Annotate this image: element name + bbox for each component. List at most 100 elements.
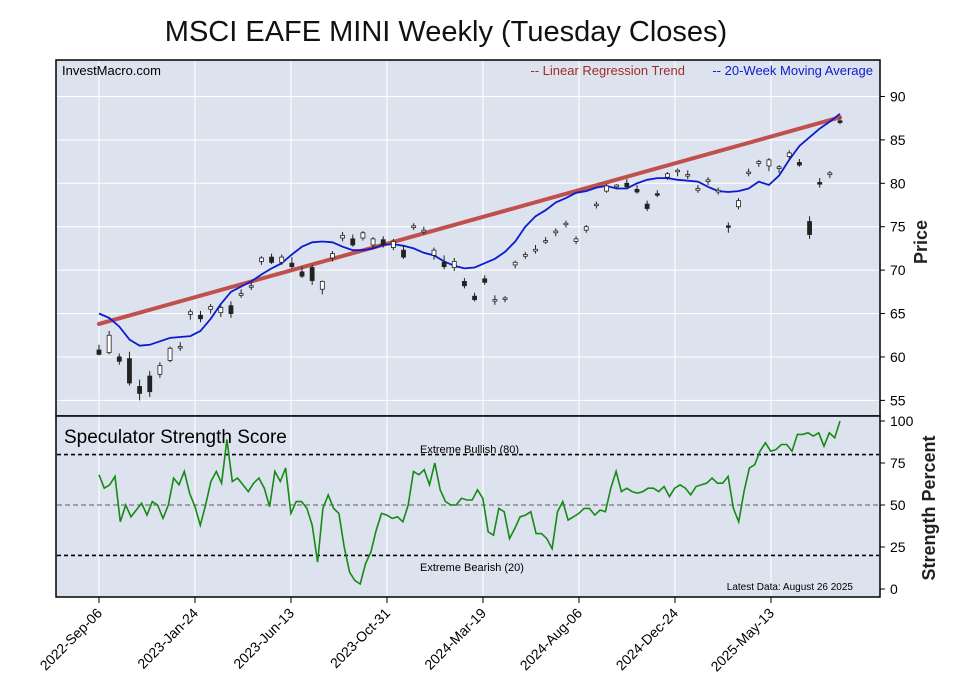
candle-body — [380, 239, 386, 246]
strength-tick-label: 50 — [890, 497, 906, 513]
candle — [634, 185, 640, 194]
candle — [330, 251, 335, 262]
candle — [127, 351, 132, 386]
candle-body — [796, 162, 802, 166]
candle — [157, 362, 163, 378]
candle-body — [593, 203, 599, 207]
x-tick-label: 2025-May-13 — [707, 605, 777, 675]
candle-body — [177, 346, 183, 349]
candle-body — [776, 166, 782, 169]
strength-axis-title: Strength Percent — [919, 435, 939, 580]
candle — [401, 244, 406, 259]
candle-body — [370, 238, 376, 246]
source-label: InvestMacro.com — [62, 63, 161, 78]
candle-body — [746, 171, 752, 174]
candle — [441, 255, 447, 270]
candle-body — [411, 225, 417, 228]
candle — [685, 170, 691, 179]
candle — [228, 301, 234, 318]
price-tick-label: 80 — [890, 175, 906, 191]
strength-tick-label: 100 — [890, 413, 914, 429]
candle — [472, 292, 477, 302]
candle — [279, 254, 285, 265]
candle — [512, 260, 518, 269]
strength-group — [98, 420, 841, 586]
candle — [187, 309, 193, 320]
candle — [299, 266, 305, 278]
candle — [218, 304, 224, 318]
candle-body — [665, 173, 670, 178]
price-tick-label: 70 — [890, 262, 906, 278]
candle-body — [127, 358, 132, 384]
candle — [573, 236, 579, 245]
candle-body — [482, 278, 488, 283]
candle — [380, 236, 386, 248]
candle-body — [512, 261, 518, 266]
candle — [563, 220, 569, 228]
candle-body — [573, 238, 579, 242]
candle — [248, 282, 254, 291]
candle — [604, 184, 609, 193]
candles — [96, 117, 843, 401]
candle — [827, 171, 833, 179]
candle-body — [248, 285, 254, 288]
price-tick-label: 55 — [890, 392, 906, 408]
candle-body — [614, 184, 620, 188]
candle-body — [705, 179, 711, 182]
candle — [746, 168, 752, 177]
candle — [360, 231, 366, 241]
candle-body — [106, 334, 112, 354]
candle — [725, 222, 731, 233]
candle-body — [786, 152, 792, 157]
candle-body — [522, 254, 528, 257]
candle-body — [675, 169, 680, 173]
candle-body — [401, 249, 406, 258]
candle-body — [137, 386, 143, 394]
candle-body — [390, 241, 396, 248]
candle-body — [553, 230, 559, 234]
candle — [543, 237, 549, 245]
candle-body — [837, 120, 843, 123]
candle-body — [634, 188, 640, 193]
candle — [522, 251, 528, 259]
candle-body — [147, 375, 153, 393]
candle-body — [187, 311, 193, 315]
strength-tick-label: 0 — [890, 581, 898, 597]
price-axis-title: Price — [911, 220, 931, 264]
candle — [715, 187, 721, 195]
candle — [624, 178, 630, 189]
candle — [736, 198, 741, 210]
price-panel: 55 60 65 70 75 80 85 90 InvestMacro.com -- Line… — [55, 59, 931, 417]
candle-body — [218, 307, 224, 314]
x-tick-label: 2022-Sep-06 — [37, 605, 106, 674]
candle-body — [167, 347, 173, 361]
candle — [259, 256, 264, 265]
price-axis: 55 60 65 70 75 80 85 90 — [880, 88, 906, 408]
candle-body — [259, 257, 264, 262]
candle — [705, 177, 711, 186]
candle-body — [451, 261, 457, 268]
candle-body — [563, 222, 569, 226]
candle — [462, 277, 467, 289]
trend-group — [97, 115, 842, 326]
candle — [766, 158, 772, 172]
candle-body — [715, 189, 721, 193]
candle-body — [644, 203, 650, 209]
candle-body — [360, 232, 366, 239]
strength-panel-title: Speculator Strength Score — [64, 427, 287, 448]
candle — [644, 200, 650, 212]
candle — [533, 244, 538, 254]
candle — [289, 257, 295, 269]
candle — [451, 257, 457, 271]
price-tick-label: 60 — [890, 349, 906, 365]
candle — [502, 296, 508, 303]
trend-line — [97, 115, 842, 326]
candle-body — [492, 299, 498, 302]
candle-body — [604, 185, 609, 192]
candle — [492, 295, 498, 305]
candle-body — [441, 261, 447, 268]
candle — [137, 379, 143, 401]
candle — [238, 289, 244, 298]
candle — [593, 201, 599, 209]
